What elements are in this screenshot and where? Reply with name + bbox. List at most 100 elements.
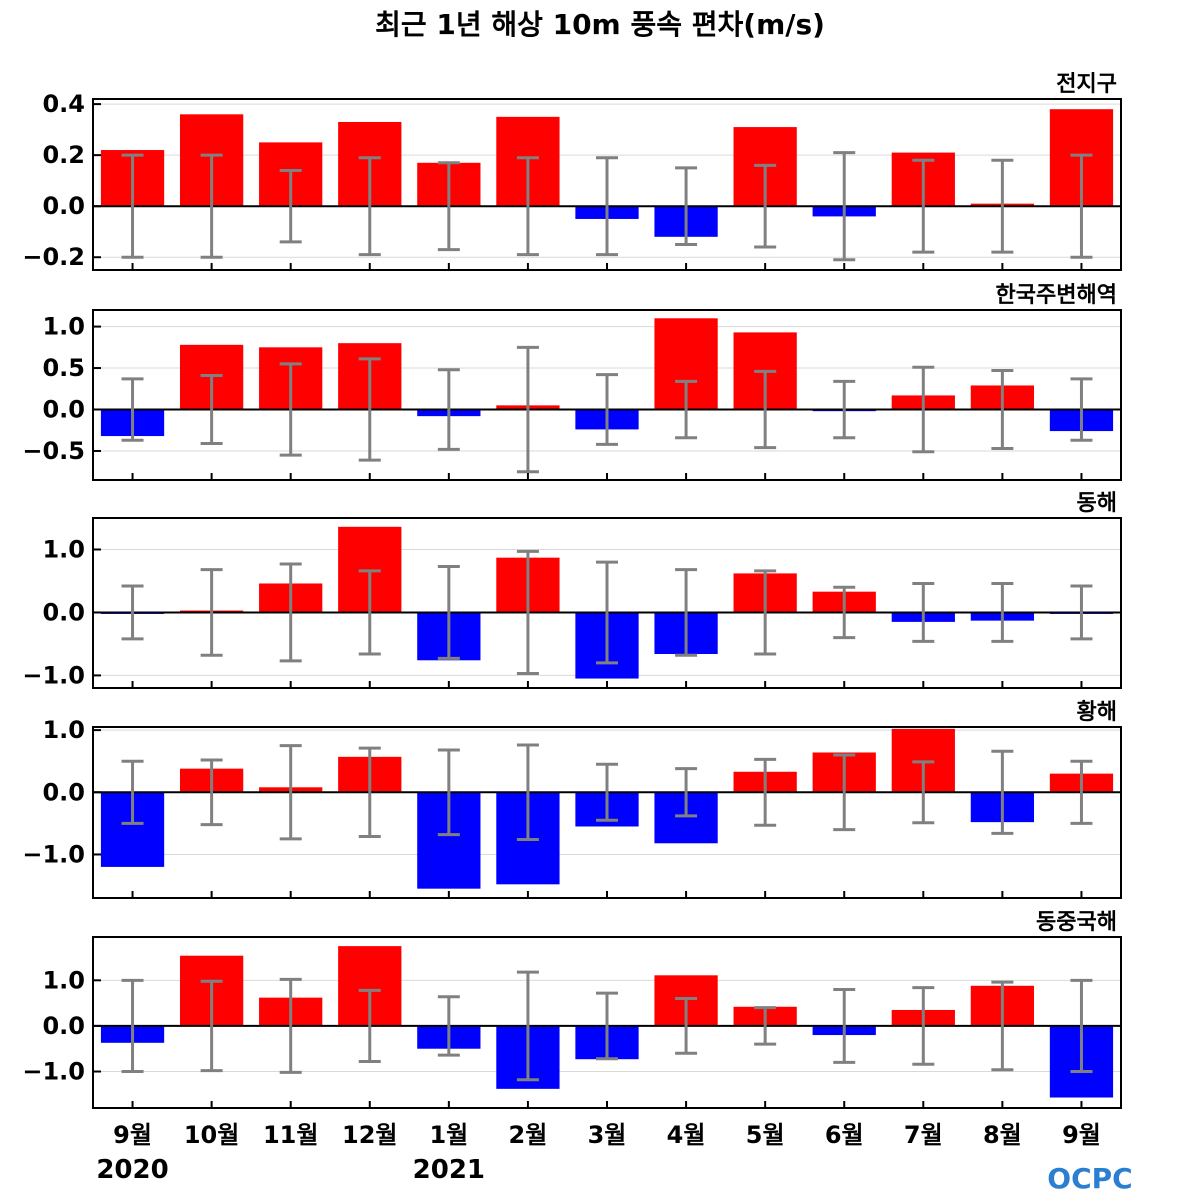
region-label: 황해 <box>1077 700 1117 725</box>
error-bar-5월 <box>754 163 777 249</box>
x-tick-label: 6월 <box>825 1121 864 1149</box>
error-bar-2월 <box>516 549 539 676</box>
x-tick-label: 7월 <box>904 1121 943 1149</box>
x-tick-label: 2월 <box>509 1121 548 1149</box>
error-bar-5월 <box>754 757 777 827</box>
x-tick-label: 10월 <box>184 1121 239 1149</box>
panel-4: 황해 1.0 0.0 −1.0 <box>22 700 1122 899</box>
x-tick-label: 12월 <box>342 1121 397 1149</box>
error-bar-6월 <box>833 753 856 832</box>
error-bar-2월 <box>516 743 539 842</box>
error-bar-12월 <box>358 357 381 462</box>
error-bar-10월 <box>200 979 223 1073</box>
panel-2: 한국주변해역 1.0 0.5 0.0 −0.5 <box>22 283 1122 481</box>
error-bar-9월 <box>121 978 144 1074</box>
y-tick-label: 1.0 <box>42 313 85 341</box>
panel-5: 동중국해 1.0 0.0 −1.0 <box>22 910 1122 1109</box>
error-bar-11월 <box>279 362 302 457</box>
error-bar-9월 <box>121 584 144 641</box>
panel-1: 전지구 0.4 0.2 0.0 −0.2 <box>22 72 1122 271</box>
error-bar-1월 <box>437 161 460 252</box>
error-bar-3월 <box>596 762 618 822</box>
x-tick-label: 8월 <box>983 1121 1022 1149</box>
error-bar-6월 <box>833 151 856 262</box>
y-tick-label: 0.2 <box>42 141 85 169</box>
error-bar-9월 <box>1070 978 1093 1074</box>
error-bar-11월 <box>279 562 302 663</box>
error-bar-4월 <box>675 568 698 657</box>
y-tick-label: −0.2 <box>22 243 85 271</box>
error-bar-7월 <box>912 986 935 1066</box>
region-label: 동중국해 <box>1036 910 1117 935</box>
region-label: 전지구 <box>1056 72 1117 97</box>
error-bar-9월 <box>1070 153 1093 259</box>
y-tick-label: −1.0 <box>22 840 85 868</box>
error-bar-2월 <box>516 970 539 1082</box>
y-tick-label: 0.0 <box>42 598 85 626</box>
panels-group: 전지구 0.4 0.2 0.0 −0.2 한국주변해역 1.0 0.5 0.0 −0.5 동해 1.0… <box>22 72 1122 1109</box>
error-bar-8월 <box>991 980 1014 1072</box>
panel-3: 동해 1.0 0.0 −1.0 <box>22 491 1122 689</box>
error-bar-2월 <box>516 156 539 257</box>
error-bar-1월 <box>437 748 460 837</box>
x-tick-label: 3월 <box>588 1121 627 1149</box>
y-tick-label: −1.0 <box>22 661 85 689</box>
error-bar-8월 <box>991 581 1014 643</box>
error-bar-10월 <box>200 568 223 657</box>
error-bar-9월 <box>1070 584 1093 641</box>
x-tick-label: 4월 <box>667 1121 706 1149</box>
y-tick-label: 0.0 <box>42 778 85 806</box>
x-tick-label: 5월 <box>746 1121 785 1149</box>
ocpc-logo: OCPC <box>1047 1162 1132 1195</box>
error-bar-4월 <box>675 767 698 818</box>
error-bar-12월 <box>358 569 381 656</box>
error-bar-3월 <box>596 156 618 257</box>
y-tick-label: −0.5 <box>22 437 85 465</box>
y-tick-label: 0.0 <box>42 396 85 424</box>
error-bar-7월 <box>912 158 935 254</box>
error-bar-10월 <box>200 374 223 446</box>
y-tick-label: 0.0 <box>42 1012 85 1040</box>
error-bar-12월 <box>358 156 381 257</box>
error-bar-11월 <box>279 168 302 244</box>
y-tick-label: 1.0 <box>42 535 85 563</box>
error-bar-6월 <box>833 585 856 640</box>
x-tick-label: 9월 <box>1062 1121 1101 1149</box>
year-label: 2020 <box>96 1155 168 1185</box>
error-bar-2월 <box>516 345 539 474</box>
year-label: 2021 <box>413 1155 485 1185</box>
error-bar-12월 <box>358 988 381 1063</box>
error-bar-10월 <box>200 758 223 827</box>
error-bar-1월 <box>437 995 460 1057</box>
error-bar-4월 <box>675 997 698 1055</box>
x-tick-label: 9월 <box>113 1121 152 1149</box>
error-bar-8월 <box>991 158 1014 254</box>
error-bar-7월 <box>912 760 935 825</box>
y-tick-label: 1.0 <box>42 966 85 994</box>
y-tick-label: 1.0 <box>42 716 85 744</box>
error-bar-11월 <box>279 744 302 841</box>
error-bar-9월 <box>121 153 144 259</box>
error-bar-6월 <box>833 987 856 1064</box>
error-bar-8월 <box>991 749 1014 835</box>
x-tick-label: 1월 <box>429 1121 468 1149</box>
x-tick-label: 11월 <box>263 1121 318 1149</box>
error-bar-3월 <box>596 373 618 446</box>
error-bar-7월 <box>912 581 935 643</box>
error-bar-3월 <box>596 560 618 665</box>
error-bar-7월 <box>912 365 935 454</box>
y-tick-label: 0.4 <box>42 90 85 118</box>
y-tick-label: −1.0 <box>22 1058 85 1086</box>
error-bar-12월 <box>358 746 381 838</box>
region-label: 한국주변해역 <box>996 283 1117 308</box>
error-bar-5월 <box>754 569 777 656</box>
error-bar-4월 <box>675 379 698 440</box>
error-bar-11월 <box>279 977 302 1074</box>
error-bar-4월 <box>675 166 698 246</box>
error-bar-6월 <box>833 379 856 440</box>
error-bar-9월 <box>1070 759 1093 825</box>
error-bar-5월 <box>754 369 777 450</box>
error-bar-3월 <box>596 991 618 1061</box>
chart-title: 최근 1년 해상 10m 풍속 편차(m/s) <box>375 8 825 41</box>
